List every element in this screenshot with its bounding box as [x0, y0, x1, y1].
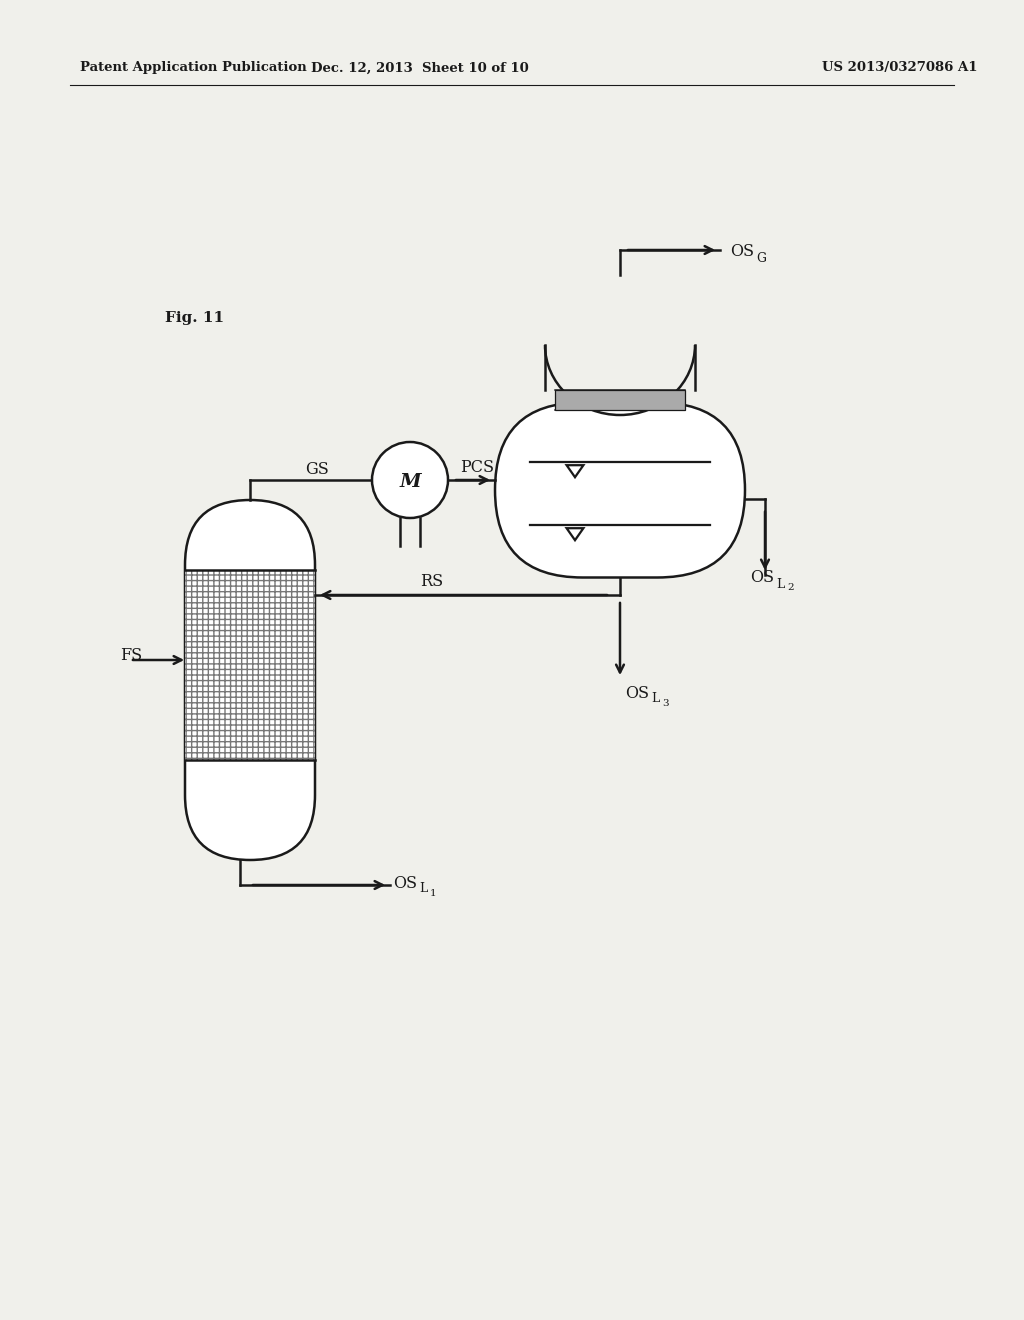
- Text: 1: 1: [430, 888, 436, 898]
- Text: G: G: [756, 252, 766, 264]
- FancyBboxPatch shape: [185, 500, 315, 861]
- Text: L: L: [651, 693, 659, 705]
- Text: FS: FS: [120, 647, 142, 664]
- Circle shape: [372, 442, 449, 517]
- Text: OS: OS: [393, 874, 417, 891]
- Text: PCS: PCS: [460, 458, 494, 475]
- Text: RS: RS: [420, 573, 443, 590]
- Text: Patent Application Publication: Patent Application Publication: [80, 62, 307, 74]
- Text: L: L: [419, 883, 427, 895]
- Text: GS: GS: [305, 462, 329, 479]
- Text: 3: 3: [662, 698, 669, 708]
- FancyBboxPatch shape: [495, 403, 745, 578]
- Polygon shape: [566, 528, 584, 540]
- Text: OS: OS: [750, 569, 774, 586]
- Text: OS: OS: [730, 243, 754, 260]
- Text: Fig. 11: Fig. 11: [165, 312, 224, 325]
- Text: Dec. 12, 2013  Sheet 10 of 10: Dec. 12, 2013 Sheet 10 of 10: [311, 62, 528, 74]
- Bar: [185, 570, 315, 760]
- Bar: [555, 389, 685, 411]
- Text: L: L: [776, 578, 784, 590]
- Text: M: M: [399, 473, 421, 491]
- Text: OS: OS: [625, 685, 649, 701]
- Polygon shape: [566, 465, 584, 478]
- Text: US 2013/0327086 A1: US 2013/0327086 A1: [822, 62, 978, 74]
- Text: 2: 2: [787, 583, 794, 593]
